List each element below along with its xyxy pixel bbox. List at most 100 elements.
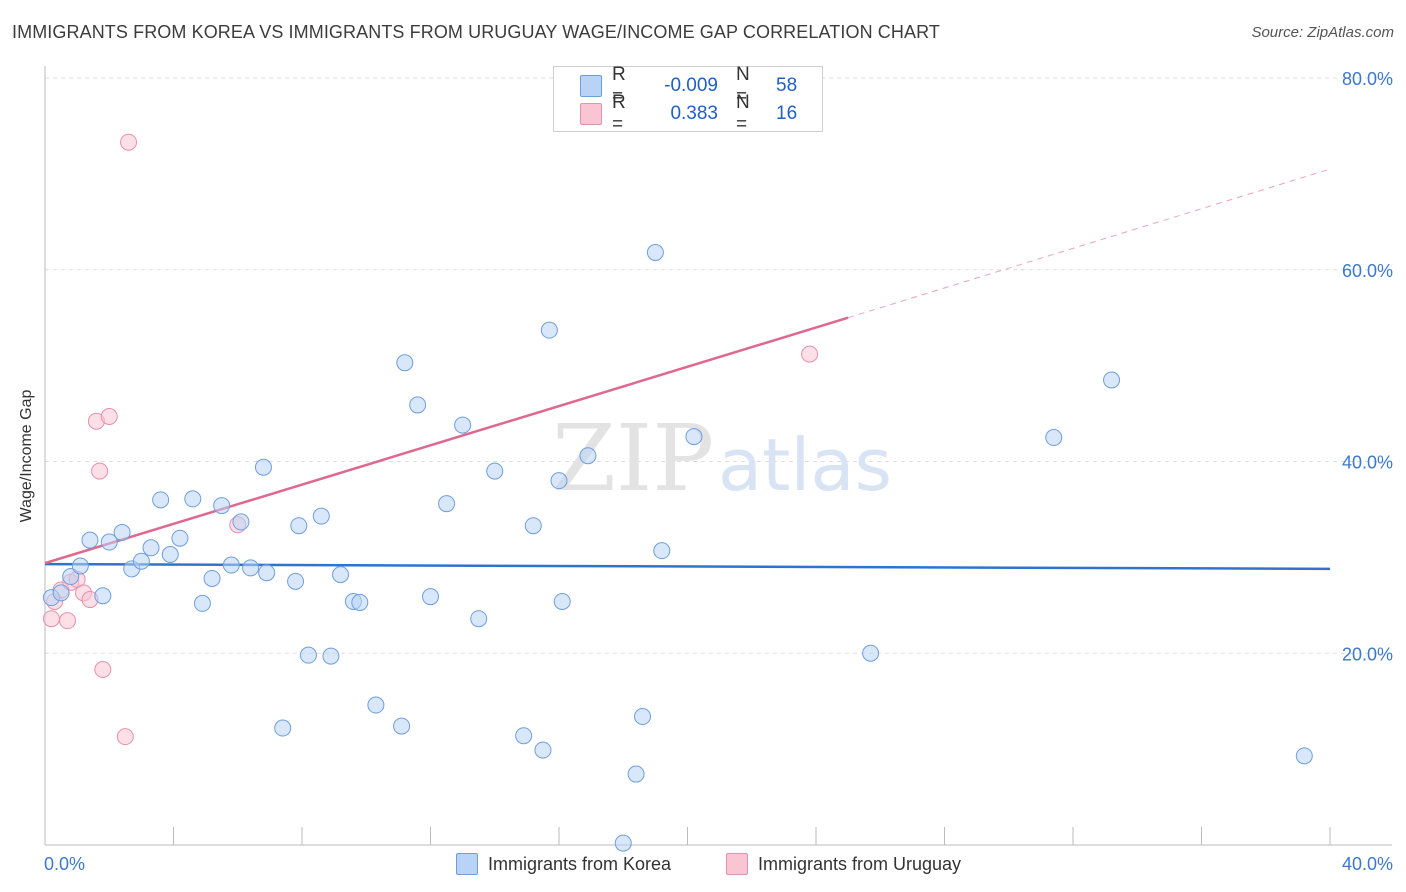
- legend-item-korea[interactable]: Immigrants from Korea: [456, 852, 671, 876]
- korea-point: [614, 834, 632, 852]
- korea-point: [409, 396, 427, 414]
- legend-item-uruguay[interactable]: Immigrants from Uruguay: [726, 852, 961, 876]
- correlation-stats-box: R = -0.009 N = 58 R = 0.383 N = 16: [553, 64, 823, 135]
- korea-point: [332, 566, 350, 584]
- korea-point: [232, 513, 250, 531]
- korea-point: [550, 472, 568, 490]
- korea-point: [242, 559, 260, 577]
- korea-point: [81, 531, 99, 549]
- uruguay-point: [58, 612, 76, 630]
- uruguay-point: [94, 661, 112, 679]
- uruguay-point: [91, 462, 109, 480]
- uruguay-trend-line: [44, 316, 849, 565]
- korea-point: [203, 569, 221, 587]
- x-tick-label: 0.0%: [44, 854, 85, 874]
- korea-point: [312, 507, 330, 525]
- korea-point: [1295, 747, 1313, 765]
- y-tick-label: 60.0%: [1342, 261, 1393, 281]
- korea-point: [113, 523, 131, 541]
- korea-point: [438, 495, 456, 513]
- korea-point: [653, 542, 671, 560]
- uruguay-point: [801, 345, 819, 363]
- korea-point: [351, 593, 369, 611]
- watermark-zip: ZIP: [552, 405, 714, 512]
- korea-point: [553, 592, 571, 610]
- korea-point: [540, 321, 558, 339]
- korea-point: [299, 646, 317, 664]
- korea-point: [287, 572, 305, 590]
- korea-point: [171, 529, 189, 547]
- korea-point: [1045, 429, 1063, 447]
- x-tick-label: 40.0%: [1342, 854, 1393, 874]
- korea-point: [222, 556, 240, 574]
- korea-point: [393, 717, 411, 735]
- legend-label: Immigrants from Uruguay: [758, 853, 962, 874]
- korea-point: [152, 491, 170, 509]
- y-axis-label: Wage/Income Gap: [18, 389, 35, 523]
- korea-trend-line: [44, 562, 1331, 571]
- korea-point: [322, 647, 340, 665]
- korea-point: [193, 594, 211, 612]
- uruguay-trend-extension: [847, 168, 1331, 319]
- data-points: [42, 133, 1313, 852]
- korea-point: [52, 584, 70, 602]
- legend-label: Immigrants from Korea: [488, 853, 672, 874]
- y-tick-label: 20.0%: [1342, 644, 1393, 664]
- korea-point: [94, 587, 112, 605]
- r-value: -0.009: [664, 75, 718, 96]
- korea-point: [100, 533, 118, 551]
- korea-point: [685, 428, 703, 446]
- korea-point: [254, 458, 272, 476]
- korea-point: [290, 517, 308, 535]
- chart-title: IMMIGRANTS FROM KOREA VS IMMIGRANTS FROM…: [12, 22, 940, 42]
- korea-point: [132, 552, 150, 570]
- r-label: R =: [612, 64, 626, 107]
- korea-point: [396, 354, 414, 372]
- korea-point: [534, 741, 552, 759]
- y-tick-label: 80.0%: [1342, 69, 1393, 89]
- korea-point: [71, 557, 89, 575]
- korea-point: [470, 610, 488, 628]
- korea-point: [367, 696, 385, 714]
- korea-point: [862, 644, 880, 662]
- uruguay-point: [100, 407, 118, 425]
- korea-point: [515, 727, 533, 745]
- korea-point: [62, 568, 80, 586]
- korea-point: [161, 545, 179, 563]
- korea-point: [579, 447, 597, 465]
- korea-point: [1103, 371, 1121, 389]
- trend-lines: [44, 168, 1331, 571]
- korea-point: [213, 497, 231, 515]
- n-label: N =: [736, 92, 750, 135]
- uruguay-point: [116, 728, 134, 746]
- tick-labels: 20.0% 40.0% 60.0% 80.0% 0.0% 40.0%: [44, 69, 1393, 874]
- korea-point: [184, 490, 202, 508]
- korea-point: [524, 517, 542, 535]
- n-value: 58: [776, 75, 798, 96]
- korea-point: [258, 564, 276, 582]
- source-note: Source: ZipAtlas.com: [1251, 24, 1394, 41]
- r-label: R =: [612, 92, 626, 135]
- korea-point: [454, 416, 472, 434]
- korea-point: [627, 765, 645, 783]
- y-tick-label: 40.0%: [1342, 453, 1393, 473]
- uruguay-legend-swatch: [726, 853, 748, 875]
- korea-point: [142, 539, 160, 557]
- watermark: ZIP atlas: [552, 405, 892, 512]
- korea-point: [274, 719, 292, 737]
- uruguay-point: [120, 133, 138, 151]
- uruguay-swatch: [580, 103, 602, 125]
- korea-point: [422, 588, 439, 606]
- korea-swatch: [580, 75, 602, 97]
- axes: [44, 66, 1392, 846]
- korea-legend-swatch: [456, 853, 478, 875]
- korea-point: [486, 462, 504, 480]
- n-value: 16: [776, 103, 798, 124]
- r-value: 0.383: [670, 103, 718, 124]
- n-label: N =: [736, 64, 750, 107]
- watermark-atlas: atlas: [718, 423, 892, 507]
- korea-point: [634, 708, 652, 726]
- uruguay-point: [42, 610, 60, 628]
- korea-point: [646, 243, 664, 261]
